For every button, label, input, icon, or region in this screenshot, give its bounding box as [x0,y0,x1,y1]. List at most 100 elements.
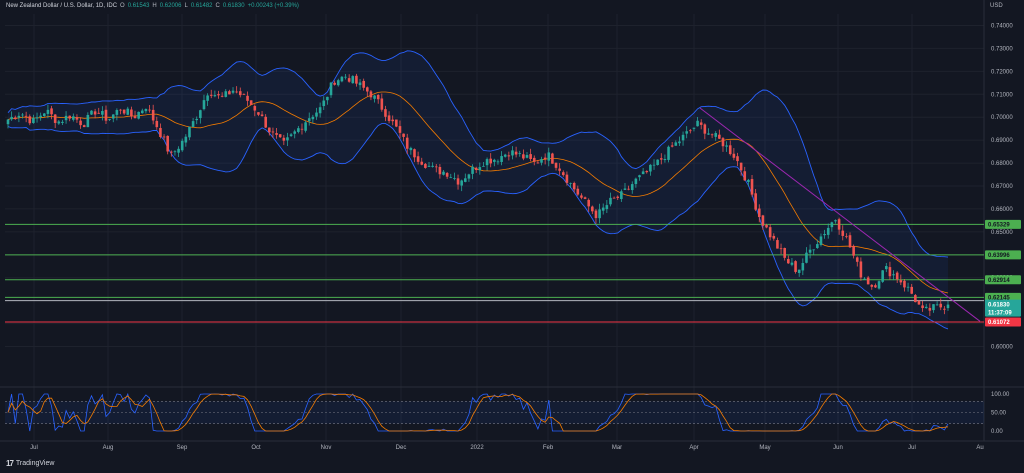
candle-body [416,156,420,162]
candle-body [601,207,605,211]
candle-body [943,308,946,310]
price-axis[interactable]: 0.74000 0.73000 0.72000 0.71000 0.70000 0.690… [991,23,1013,435]
candle-body [587,199,590,207]
candle-body [493,159,496,162]
candle-body [885,266,888,270]
candle-body [438,167,442,175]
candle-body [278,134,282,138]
candle-body [202,100,206,110]
candle-body [159,127,162,137]
candle-body [797,269,801,273]
resistance-1-tag [985,219,1021,229]
candle-body [322,100,326,107]
candle-body [467,174,471,179]
candle-body [257,112,260,115]
candle-body [108,118,111,120]
candle-body [714,133,718,137]
candle-body [297,128,300,132]
bollinger-fill [8,50,948,329]
candle-body [170,151,173,153]
oscillator-tick-label: 0.00 [991,429,1003,435]
support-red-tag [985,317,1021,327]
candle-body [424,163,427,168]
candle-body [304,122,307,131]
candle-body [224,91,228,97]
candle-body [721,138,725,147]
trendline[interactable] [699,107,981,322]
candle-body [307,118,311,122]
candle-body [32,118,35,124]
candle-body [347,78,351,82]
price-tags: 0.65329 0.63996 0.62914 0.62145 0.61072 0.618… [985,219,1021,327]
candle-body [888,267,892,277]
candle-body [442,171,445,175]
bollinger-lower [7,123,949,330]
candle-body [311,116,315,120]
candle-body [561,172,565,176]
candle-body [634,178,638,185]
candle-body [659,158,663,160]
price-tick-label: 0.67000 [991,184,1013,190]
resistance-2-tag [985,250,1021,260]
candle-body [910,286,914,294]
candle-body [511,150,514,156]
candle-body [369,91,373,98]
stoch-d-line [7,393,949,432]
candle-body [184,136,188,143]
candle-body [133,116,137,119]
candle-body [496,161,500,163]
candle-body [743,171,747,181]
time-tick-label: Feb [543,445,554,451]
horizontal-levels[interactable] [5,223,984,323]
time-tick-label: Jul [30,445,38,451]
symbol-title[interactable]: New Zealand Dollar / U.S. Dollar, 1D, ID… [6,3,118,9]
candle-body [344,76,347,78]
candle-body [6,119,10,125]
candle-body [209,94,213,96]
tradingview-branding[interactable]: 17 TradingView [6,459,54,468]
candle-body [188,126,191,138]
candle-body [823,233,826,236]
candle-body [449,177,453,179]
candle-body [489,158,493,164]
candle-body [551,153,554,164]
stochastic-oscillator-pane [5,392,984,432]
candle-body [529,154,532,160]
candle-body [10,116,13,120]
candle-body [384,109,387,117]
price-tick-label: 0.70000 [991,115,1013,121]
candle-body [366,87,369,92]
candle-body [540,159,543,163]
candle-body [899,280,903,283]
candle-body [326,96,329,101]
candle-body [456,178,460,185]
candle-body [166,135,169,152]
candle-body [362,80,365,88]
candle-body [649,164,652,172]
candle-body [518,153,522,155]
candle-body [235,91,238,93]
candle-body [594,210,598,219]
time-tick-label: Oct [251,445,261,451]
time-tick-label: Jun [833,445,843,451]
candle-body [217,94,220,96]
candle-body [151,109,155,121]
candle-body [924,306,928,309]
candle-body [387,115,391,121]
candle-body [391,119,395,122]
legend-header: New Zealand Dollar / U.S. Dollar, 1D, ID… [6,3,299,9]
candle-body [783,247,786,258]
time-axis[interactable]: Jul Aug Sep Oct Nov Dec 2022 Feb Mar Apr May Jun Jul… [30,445,984,451]
candle-body [293,131,297,134]
candle-body [866,277,870,285]
candle-body [64,115,68,121]
candle-body [572,182,576,190]
candle-body [826,227,830,235]
candle-body [685,131,688,134]
candle-body [870,284,874,287]
candle-body [790,262,794,265]
resistance-3-tag [985,275,1021,285]
candle-body [300,128,304,130]
candle-body [395,119,398,127]
